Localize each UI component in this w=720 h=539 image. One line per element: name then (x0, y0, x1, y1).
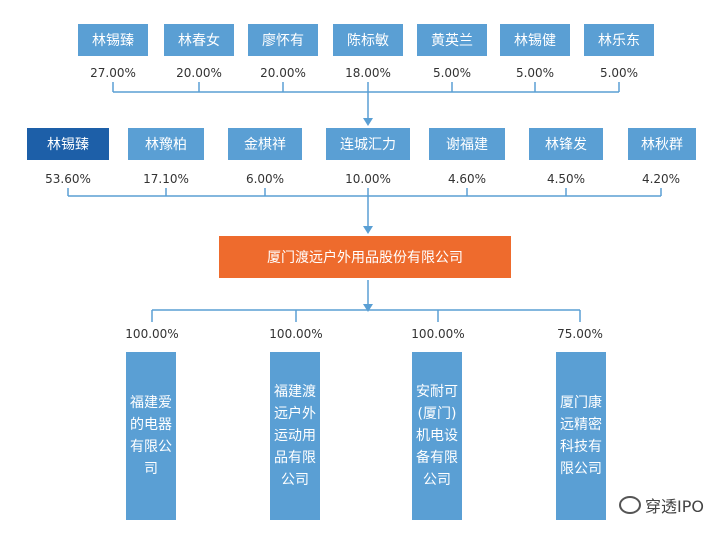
mid-shareholder-pct: 17.10% (143, 172, 189, 186)
mid-shareholder-pct: 10.00% (345, 172, 391, 186)
main-company-box[interactable]: 厦门渡远户外用品股份有限公司 (219, 236, 511, 278)
mid-shareholder-box[interactable]: 金棋祥 (228, 128, 302, 160)
mid-shareholder-pct: 4.20% (641, 172, 681, 186)
subsidiary-pct: 100.00% (411, 327, 465, 341)
top-shareholder-box[interactable]: 林乐东 (584, 24, 654, 56)
subsidiary-box[interactable]: 福建渡远户外运动用品有限公司 (270, 352, 320, 520)
subsidiary-box[interactable]: 厦门康远精密科技有限公司 (556, 352, 606, 520)
top-shareholder-box[interactable]: 林锡健 (500, 24, 570, 56)
mid-shareholder-box[interactable]: 林秋群 (628, 128, 696, 160)
watermark: 穿透IPO (619, 493, 704, 517)
chat-bubble-icon (619, 496, 642, 514)
top-shareholder-pct: 5.00% (599, 66, 639, 80)
mid-shareholder-pct: 6.00% (245, 172, 285, 186)
top-shareholder-pct: 5.00% (432, 66, 472, 80)
mid-shareholder-pct: 53.60% (45, 172, 91, 186)
mid-shareholder-box[interactable]: 林豫柏 (128, 128, 204, 160)
top-shareholder-box[interactable]: 林春女 (164, 24, 234, 56)
top-shareholder-pct: 5.00% (515, 66, 555, 80)
mid-shareholder-box[interactable]: 林锡臻 (27, 128, 109, 160)
mid-shareholder-box[interactable]: 谢福建 (429, 128, 505, 160)
top-shareholder-box[interactable]: 林锡臻 (78, 24, 148, 56)
mid-shareholder-box[interactable]: 林锋发 (529, 128, 603, 160)
subsidiary-box[interactable]: 安耐可(厦门)机电设备有限公司 (412, 352, 462, 520)
top-shareholder-box[interactable]: 廖怀有 (248, 24, 318, 56)
top-shareholder-pct: 20.00% (176, 66, 222, 80)
top-shareholder-pct: 27.00% (90, 66, 136, 80)
subsidiary-pct: 100.00% (125, 327, 179, 341)
top-shareholder-pct: 20.00% (260, 66, 306, 80)
mid-shareholder-box[interactable]: 连城汇力 (326, 128, 410, 160)
subsidiary-pct: 75.00% (557, 327, 603, 341)
mid-shareholder-pct: 4.60% (447, 172, 487, 186)
subsidiary-box[interactable]: 福建爱的电器有限公司 (126, 352, 176, 520)
subsidiary-pct: 100.00% (269, 327, 323, 341)
top-shareholder-box[interactable]: 黄英兰 (417, 24, 487, 56)
top-shareholder-pct: 18.00% (345, 66, 391, 80)
mid-shareholder-pct: 4.50% (546, 172, 586, 186)
top-shareholder-box[interactable]: 陈标敏 (333, 24, 403, 56)
watermark-text: 穿透IPO (645, 497, 704, 516)
